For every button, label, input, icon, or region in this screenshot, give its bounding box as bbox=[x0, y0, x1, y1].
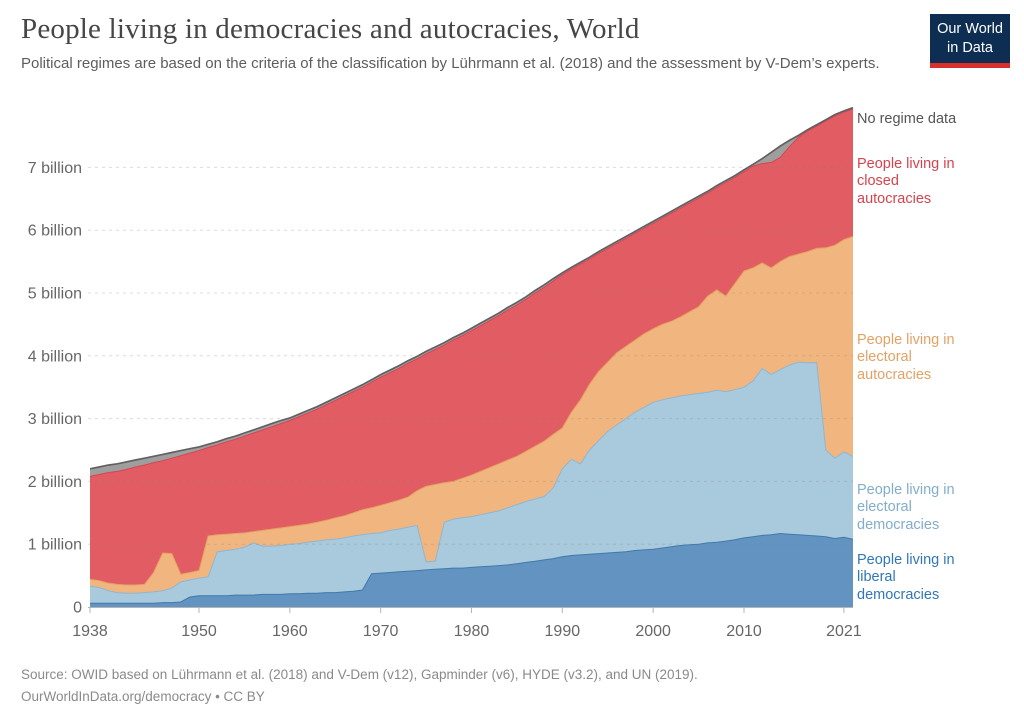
edge-electoral_democracies bbox=[89, 361, 854, 594]
label-electoral-democracies: People living in electoral democracies bbox=[857, 482, 955, 533]
area-electoral_autocracies[interactable] bbox=[90, 236, 853, 594]
x-tick-label-1990: 1990 bbox=[545, 623, 581, 640]
label-closed-autocracies: People living in closed autocracies bbox=[857, 156, 955, 207]
footer-source: Source: OWID based on Lührmann et al. (2… bbox=[21, 667, 698, 682]
area-electoral_democracies[interactable] bbox=[90, 362, 853, 604]
edge-electoral_autocracies bbox=[89, 236, 854, 586]
y-tick-label-4: 4 billion bbox=[28, 348, 82, 365]
x-tick-label-1960: 1960 bbox=[272, 623, 308, 640]
owid-logo-line1: Our World bbox=[937, 21, 1003, 37]
y-tick-label-7: 7 billion bbox=[28, 160, 82, 177]
y-tick-label-5: 5 billion bbox=[28, 286, 82, 303]
owid-logo[interactable]: Our World in Data bbox=[930, 14, 1010, 69]
edge-liberal_democracies bbox=[90, 532, 854, 604]
y-tick-label-2: 2 billion bbox=[28, 474, 82, 491]
footer: Source: OWID based on Lührmann et al. (2… bbox=[21, 664, 698, 708]
x-tick-label-2010: 2010 bbox=[726, 623, 762, 640]
footer-link[interactable]: OurWorldInData.org/democracy • CC BY bbox=[21, 688, 265, 704]
x-tick-label-1938: 1938 bbox=[72, 623, 108, 640]
y-tick-label-0: 0 bbox=[73, 600, 82, 617]
label-no-regime-data: No regime data bbox=[857, 111, 957, 127]
area-liberal_democracies[interactable] bbox=[90, 533, 853, 608]
y-tick-label-3: 3 billion bbox=[28, 411, 82, 428]
y-tick-label-6: 6 billion bbox=[28, 223, 82, 240]
label-liberal-democracies: People living in liberal democracies bbox=[857, 552, 955, 603]
x-tick-label-2021: 2021 bbox=[826, 623, 862, 640]
owid-logo-red-bar bbox=[930, 63, 1010, 69]
x-tick-label-1950: 1950 bbox=[181, 623, 217, 640]
x-tick-label-1970: 1970 bbox=[363, 623, 399, 640]
label-electoral-autocracies: People living in electoral autocracies bbox=[857, 332, 955, 383]
x-tick-label-2000: 2000 bbox=[635, 623, 671, 640]
y-tick-label-1: 1 billion bbox=[28, 537, 82, 554]
page-title: People living in democracies and autocra… bbox=[21, 13, 640, 45]
page-subtitle: Political regimes are based on the crite… bbox=[21, 55, 880, 72]
edge-no_regime_data bbox=[89, 106, 854, 470]
x-tick-label-1980: 1980 bbox=[454, 623, 490, 640]
area-closed_autocracies[interactable] bbox=[90, 109, 853, 585]
edge-closed_autocracies bbox=[89, 108, 854, 477]
owid-logo-line2: in Data bbox=[947, 40, 993, 57]
